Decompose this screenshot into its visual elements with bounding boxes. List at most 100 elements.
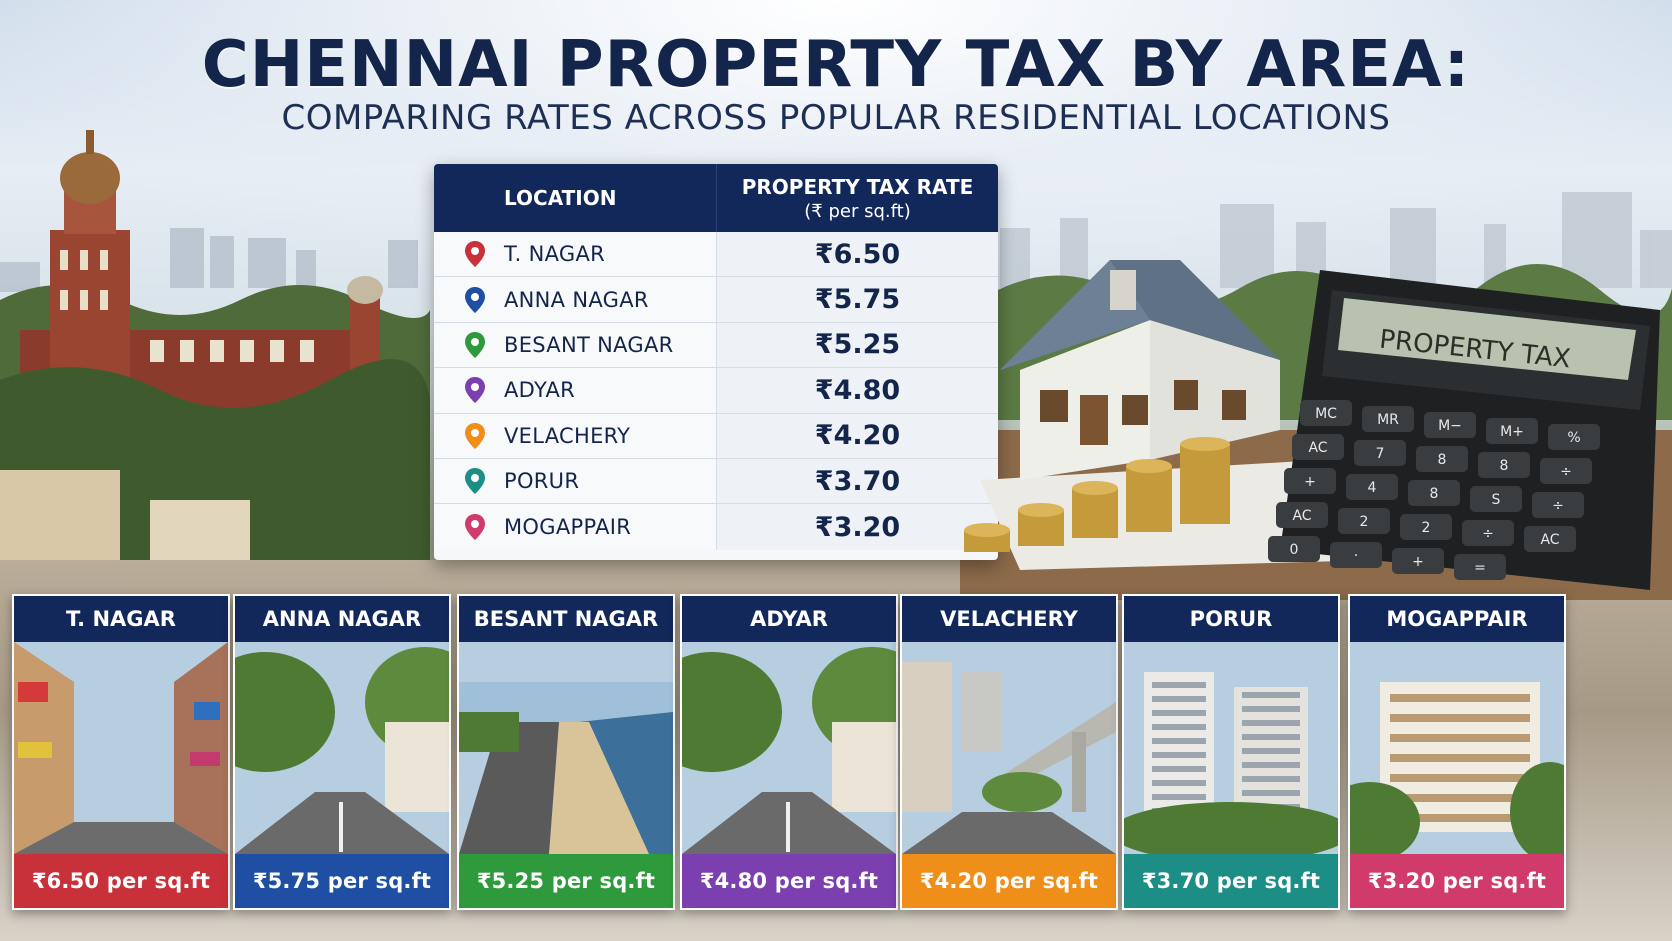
card-title: T. NAGAR: [14, 596, 228, 642]
location-cell: ADYAR: [434, 368, 716, 413]
table-row: T. NAGAR ₹6.50: [434, 232, 998, 278]
location-cell: ANNA NAGAR: [434, 277, 716, 322]
location-cell: T. NAGAR: [434, 232, 716, 277]
svg-text:M+: M+: [1500, 424, 1524, 440]
location-photo: [14, 642, 228, 854]
calculator-key: 8: [1408, 480, 1460, 506]
svg-text:4: 4: [1368, 480, 1377, 496]
calculator-key: 2: [1338, 508, 1390, 534]
rate-column-unit: (₹ per sq.ft): [804, 200, 911, 222]
calculator-key: 0: [1268, 536, 1320, 562]
calculator-key: ·: [1330, 542, 1382, 568]
location-name: VELACHERY: [504, 423, 631, 448]
rate-column-header: PROPERTY TAX RATE (₹ per sq.ft): [716, 164, 998, 232]
location-name: ANNA NAGAR: [504, 287, 649, 312]
calculator-key: =: [1454, 554, 1506, 580]
svg-text:AC: AC: [1292, 508, 1311, 524]
table-row: PORUR ₹3.70: [434, 458, 998, 505]
map-pin-icon: [465, 422, 485, 449]
map-pin-icon: [465, 241, 485, 268]
svg-text:MR: MR: [1377, 412, 1399, 428]
card-title: PORUR: [1124, 596, 1338, 642]
location-cell: MOGAPPAIR: [434, 504, 716, 550]
location-name: ADYAR: [504, 378, 576, 403]
card-title: ADYAR: [682, 596, 896, 642]
rate-cell: ₹6.50: [716, 232, 998, 277]
svg-text:M−: M−: [1438, 418, 1462, 434]
svg-text:8: 8: [1438, 452, 1447, 468]
calculator-key: M+: [1486, 418, 1538, 444]
svg-text:+: +: [1304, 474, 1316, 490]
card-image: [235, 642, 449, 854]
tax-rate-table: LOCATION PROPERTY TAX RATE (₹ per sq.ft)…: [434, 164, 998, 560]
card-price: ₹4.20 per sq.ft: [902, 854, 1116, 908]
svg-text:8: 8: [1500, 458, 1509, 474]
location-photo: [1350, 642, 1564, 854]
card-price: ₹3.70 per sq.ft: [1124, 854, 1338, 908]
location-card: MOGAPPAIR ₹3.20 per sq.ft: [1348, 594, 1566, 910]
rate-cell: ₹3.20: [716, 504, 998, 550]
page-title: CHENNAI PROPERTY TAX BY AREA:: [201, 28, 1471, 102]
page-subtitle: COMPARING RATES ACROSS POPULAR RESIDENTI…: [281, 98, 1391, 138]
card-price: ₹4.80 per sq.ft: [682, 854, 896, 908]
calculator-key: 8: [1416, 446, 1468, 472]
calculator-key: %: [1548, 424, 1600, 450]
svg-text:=: =: [1474, 560, 1486, 576]
svg-text:MC: MC: [1315, 406, 1337, 422]
calculator-keypad: MC MR M− M+ % AC 7 8 8 ÷ + 4 8 S ÷ AC 2 2 ÷ AC 0 · + =: [1268, 400, 1600, 580]
house-model: [1000, 260, 1280, 480]
map-pin-icon: [465, 468, 485, 495]
svg-text:÷: ÷: [1482, 526, 1494, 542]
table-header: LOCATION PROPERTY TAX RATE (₹ per sq.ft): [434, 164, 998, 232]
location-name: PORUR: [504, 469, 580, 494]
svg-text:7: 7: [1376, 446, 1385, 462]
svg-text:2: 2: [1422, 520, 1431, 536]
location-photo: [1124, 642, 1338, 854]
location-photo: [459, 642, 673, 854]
card-title: BESANT NAGAR: [459, 596, 673, 642]
location-cell: VELACHERY: [434, 413, 716, 458]
card-price: ₹5.75 per sq.ft: [235, 854, 449, 908]
location-card: ANNA NAGAR ₹5.75 per sq.ft: [233, 594, 451, 910]
card-image: [14, 642, 228, 854]
location-column-header: LOCATION: [504, 186, 617, 210]
rate-cell: ₹5.75: [716, 277, 998, 322]
calculator-key: 2: [1400, 514, 1452, 540]
card-price: ₹3.20 per sq.ft: [1350, 854, 1564, 908]
svg-text:AC: AC: [1308, 440, 1327, 456]
table-row: VELACHERY ₹4.20: [434, 413, 998, 459]
calculator-key: ÷: [1532, 492, 1584, 518]
calculator-key: M−: [1424, 412, 1476, 438]
svg-text:0: 0: [1290, 542, 1299, 558]
svg-text:+: +: [1412, 554, 1424, 570]
location-name: T. NAGAR: [504, 242, 606, 267]
location-card: BESANT NAGAR ₹5.25 per sq.ft: [457, 594, 675, 910]
table-row: ANNA NAGAR ₹5.75: [434, 277, 998, 323]
calculator-key: S: [1470, 486, 1522, 512]
card-image: [682, 642, 896, 854]
calculator-key: +: [1392, 548, 1444, 574]
location-card: T. NAGAR ₹6.50 per sq.ft: [12, 594, 230, 910]
location-name: BESANT NAGAR: [504, 332, 674, 357]
svg-text:2: 2: [1360, 514, 1369, 530]
card-price: ₹6.50 per sq.ft: [14, 854, 228, 908]
svg-text:%: %: [1567, 430, 1580, 446]
svg-text:8: 8: [1430, 486, 1439, 502]
card-title: VELACHERY: [902, 596, 1116, 642]
svg-text:AC: AC: [1540, 532, 1559, 548]
table-body: T. NAGAR ₹6.50 ANNA NAGAR ₹5.75 BESANT NAGAR…: [434, 232, 998, 550]
calculator-key: 8: [1478, 452, 1530, 478]
coin-stacks: [964, 437, 1230, 552]
card-image: [1350, 642, 1564, 854]
rate-cell: ₹3.70: [716, 458, 998, 504]
card-title: MOGAPPAIR: [1350, 596, 1564, 642]
card-price: ₹5.25 per sq.ft: [459, 854, 673, 908]
svg-text:·: ·: [1354, 548, 1358, 564]
calculator-key: ÷: [1462, 520, 1514, 546]
svg-text:S: S: [1492, 492, 1501, 508]
location-photo: [235, 642, 449, 854]
location-cards-row: T. NAGAR ₹6.50 per sq.ft ANNA NAGAR ₹5.75 p…: [12, 594, 1662, 910]
calculator-key: ÷: [1540, 458, 1592, 484]
svg-text:÷: ÷: [1552, 498, 1564, 514]
map-pin-icon: [465, 286, 485, 313]
